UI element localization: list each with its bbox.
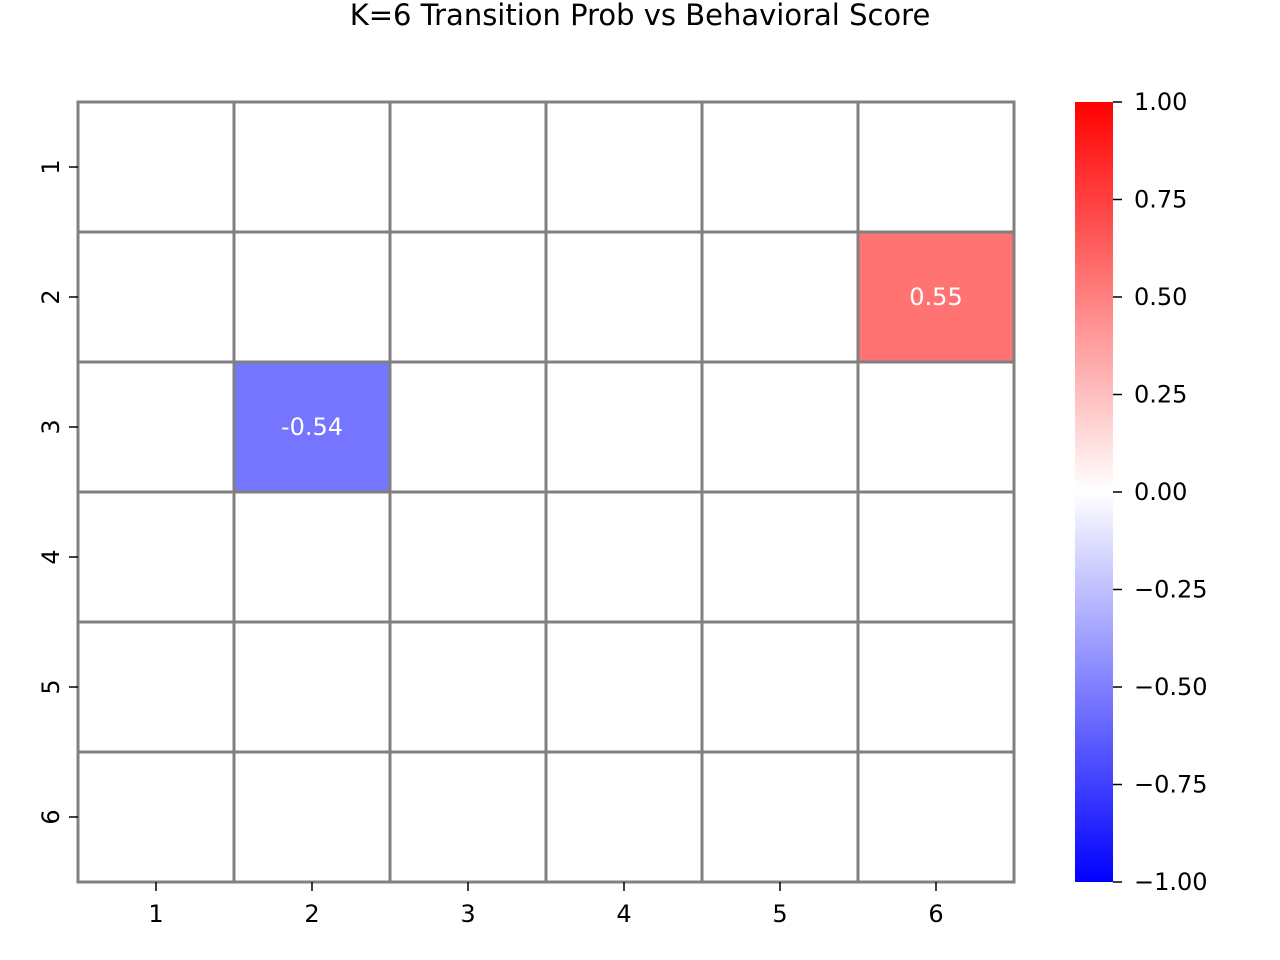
colorbar-tick-label: 0.00 (1134, 478, 1187, 506)
heatmap-cell (232, 100, 392, 234)
heatmap-cell (856, 490, 1016, 624)
heatmap-cell (232, 620, 392, 754)
y-tick-label: 1 (37, 159, 65, 174)
colorbar-tick-label: 0.50 (1134, 283, 1187, 311)
heatmap-cell (76, 620, 236, 754)
x-tick-label: 2 (304, 900, 319, 928)
colorbar-gradient (1075, 102, 1113, 882)
heatmap-cell (388, 360, 548, 494)
x-tick-label: 4 (616, 900, 631, 928)
heatmap-cell (856, 230, 1016, 364)
heatmap-cell (544, 490, 704, 624)
heatmap-cell (232, 750, 392, 884)
heatmap-cell (544, 100, 704, 234)
heatmap-cell (76, 750, 236, 884)
heatmap-cell (700, 100, 860, 234)
colorbar-tick-label: 0.25 (1134, 381, 1187, 409)
heatmap-cell (856, 750, 1016, 884)
heatmap-cell (232, 360, 392, 494)
x-tick-label: 1 (148, 900, 163, 928)
colorbar-tick-label: −0.75 (1134, 771, 1208, 799)
heatmap-cell (76, 230, 236, 364)
colorbar-tick-label: −1.00 (1134, 868, 1208, 896)
cell-value-label: -0.54 (281, 413, 343, 441)
y-tick-label: 6 (37, 809, 65, 824)
colorbar-tick-label: −0.25 (1134, 576, 1208, 604)
heatmap-cell (700, 230, 860, 364)
heatmap-cell (388, 230, 548, 364)
heatmap-cell (544, 750, 704, 884)
heatmap-cell (388, 750, 548, 884)
heatmap-cells: 0.55 -0.54 (76, 100, 1016, 884)
chart-title: K=6 Transition Prob vs Behavioral Score (350, 0, 931, 32)
heatmap-cell (232, 490, 392, 624)
x-tick-label: 3 (460, 900, 475, 928)
x-tick-label: 5 (772, 900, 787, 928)
y-tick-label: 2 (37, 289, 65, 304)
heatmap-cell (388, 620, 548, 754)
colorbar-tick-label: 1.00 (1134, 88, 1187, 116)
colorbar: 1.00 0.75 0.50 0.25 0.00 −0.25 −0.50 −0.75 −1.00 (1075, 88, 1208, 896)
heatmap-cell (856, 360, 1016, 494)
heatmap-cell (388, 100, 548, 234)
heatmap-cell (388, 490, 548, 624)
heatmap-cell (544, 620, 704, 754)
cell-value-label: 0.55 (909, 283, 962, 311)
heatmap-cell (700, 750, 860, 884)
x-tick-label: 6 (928, 900, 943, 928)
heatmap-cell (232, 230, 392, 364)
heatmap-cell (544, 230, 704, 364)
heatmap-cell (700, 490, 860, 624)
y-tick-label: 4 (37, 549, 65, 564)
y-tick-label: 3 (37, 419, 65, 434)
heatmap-cell (700, 620, 860, 754)
y-tick-label: 5 (37, 679, 65, 694)
heatmap-cell (856, 620, 1016, 754)
heatmap-cell (76, 100, 236, 234)
heatmap-cell (700, 360, 860, 494)
colorbar-tick-label: 0.75 (1134, 186, 1187, 214)
heatmap-cell (544, 360, 704, 494)
y-axis: 1 2 3 4 5 6 (37, 159, 78, 825)
x-axis: 1 2 3 4 5 6 (148, 882, 944, 928)
heatmap-cell (76, 490, 236, 624)
colorbar-tick-label: −0.50 (1134, 673, 1208, 701)
heatmap-cell (856, 100, 1016, 234)
heatmap-cell (76, 360, 236, 494)
